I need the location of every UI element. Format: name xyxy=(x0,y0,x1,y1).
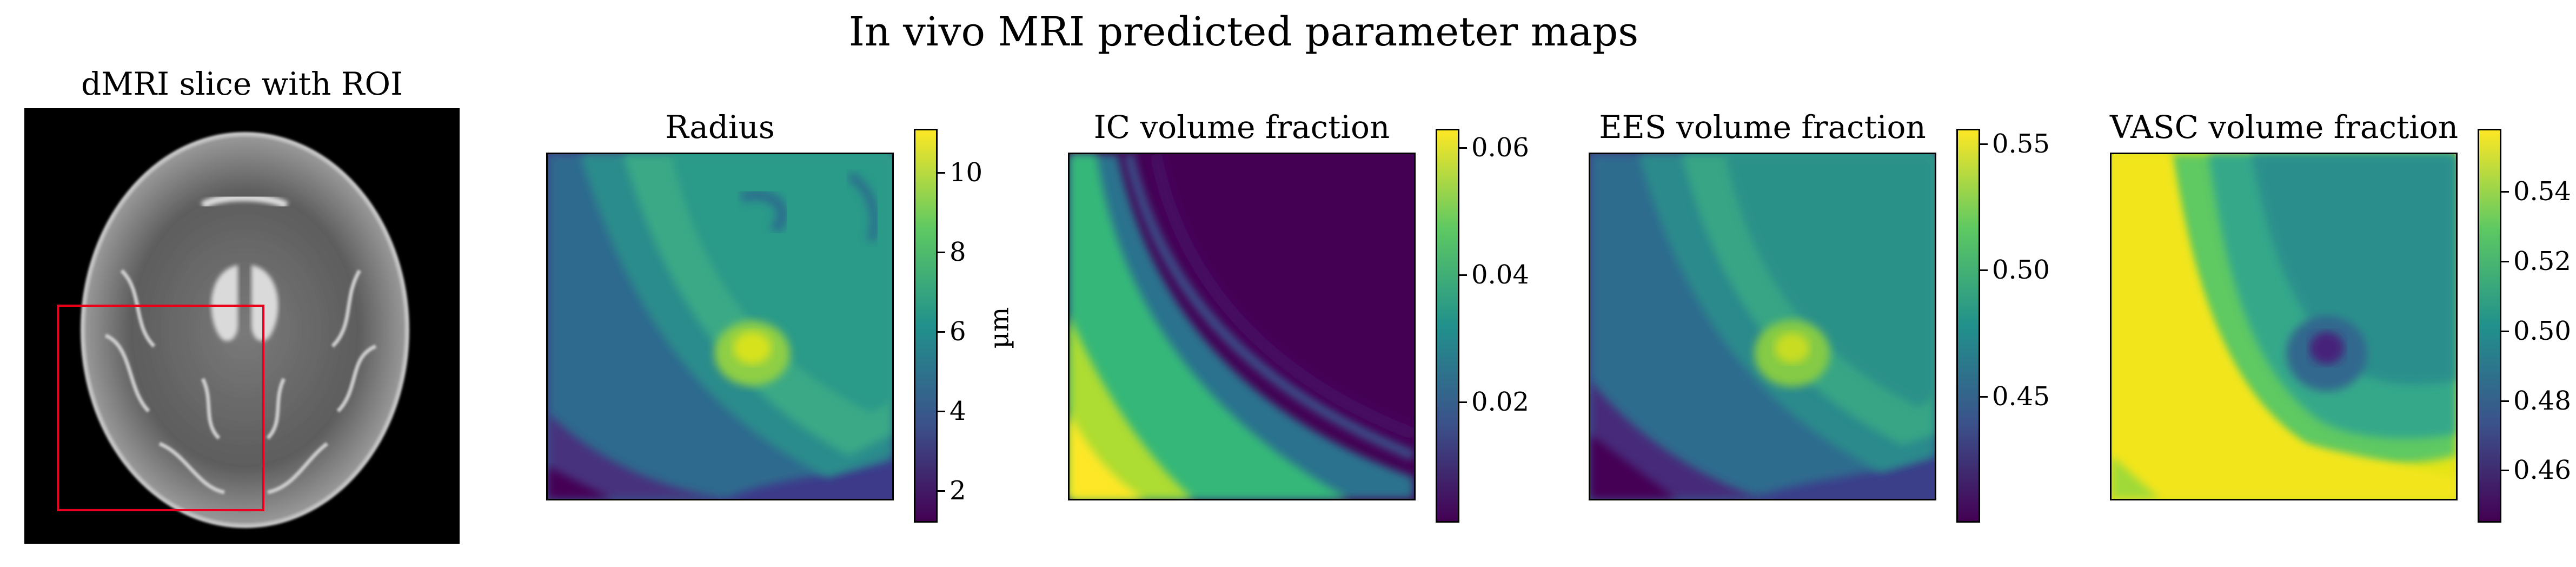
vasc-colorbar-tick-label: 0.52 xyxy=(2513,246,2571,276)
radius-colorbar xyxy=(914,129,938,523)
vasc-colorbar-tick-label: 0.54 xyxy=(2513,176,2571,207)
radius-colorbar-tick xyxy=(938,251,945,253)
vasc-colorbar-tick xyxy=(2501,330,2509,332)
radius-colorbar-tick xyxy=(938,490,945,492)
vasc-colorbar-tick-label: 0.50 xyxy=(2513,315,2571,346)
roi-box xyxy=(57,305,264,511)
ees-colorbar-tick-label: 0.55 xyxy=(1992,129,2050,159)
ees-colorbar-tick xyxy=(1980,395,1988,398)
radius-colorbar-tick xyxy=(938,411,945,413)
vasc-colorbar xyxy=(2478,129,2501,523)
ic-colorbar-tick xyxy=(1459,401,1467,403)
ees-colorbar xyxy=(1956,129,1980,523)
ic-colorbar-tick-label: 0.02 xyxy=(1471,386,1529,417)
radius-colorbar-tick-label: 2 xyxy=(950,476,966,506)
radius-colorbar-tick-label: 8 xyxy=(950,236,966,267)
vasc-colorbar-tick xyxy=(2501,400,2509,402)
ic-colorbar-tick xyxy=(1459,274,1467,276)
ic-colorbar-tick-label: 0.04 xyxy=(1471,260,1529,291)
radius-colorbar-tick-label: 6 xyxy=(950,317,966,347)
vasc-map-image xyxy=(2110,153,2458,500)
radius-unit-label: µm xyxy=(984,307,1015,349)
ic-map-image xyxy=(1068,153,1416,500)
dmri-slice-image xyxy=(24,108,460,544)
ic-colorbar-tick-label: 0.06 xyxy=(1471,133,1529,163)
vasc-colorbar-tick-label: 0.46 xyxy=(2513,455,2571,486)
dmri-title: dMRI slice with ROI xyxy=(81,65,403,102)
radius-title: Radius xyxy=(665,109,775,146)
ic-title: IC volume fraction xyxy=(1093,109,1390,146)
radius-colorbar-tick xyxy=(938,331,945,333)
ees-title: EES volume fraction xyxy=(1599,109,1926,146)
ees-colorbar-tick xyxy=(1980,269,1988,272)
figure-title: In vivo MRI predicted parameter maps xyxy=(848,9,1639,55)
radius-map-image xyxy=(546,153,894,500)
vasc-title: VASC volume fraction xyxy=(2110,109,2459,146)
ees-colorbar-tick xyxy=(1980,143,1988,145)
ic-colorbar xyxy=(1436,129,1459,523)
vasc-colorbar-tick xyxy=(2501,470,2509,472)
vasc-colorbar-tick xyxy=(2501,190,2509,193)
radius-colorbar-tick-label: 10 xyxy=(950,157,983,188)
radius-colorbar-tick xyxy=(938,172,945,174)
ees-colorbar-tick-label: 0.50 xyxy=(1992,255,2050,286)
vasc-colorbar-tick-label: 0.48 xyxy=(2513,385,2571,416)
ees-map-image xyxy=(1589,153,1936,500)
radius-colorbar-tick-label: 4 xyxy=(950,396,966,427)
ees-colorbar-tick-label: 0.45 xyxy=(1992,381,2050,412)
vasc-colorbar-tick xyxy=(2501,260,2509,262)
ic-colorbar-tick xyxy=(1459,147,1467,149)
